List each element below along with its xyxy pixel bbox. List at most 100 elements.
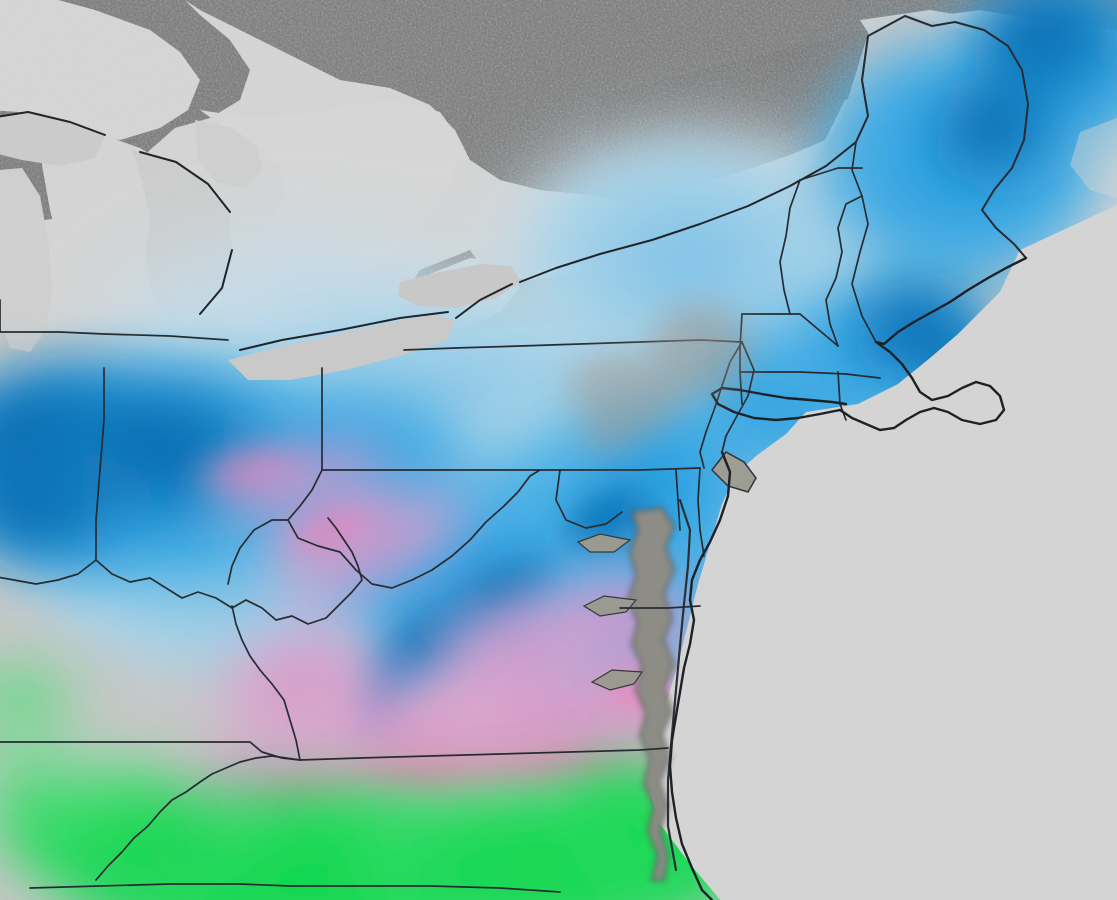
precip-rain-coastal xyxy=(560,755,680,845)
border-ohio-river xyxy=(95,517,363,625)
border-massachusetts-south xyxy=(739,371,881,379)
coastline-newjersey xyxy=(688,450,732,602)
georgian-bay xyxy=(195,120,262,188)
border-kentucky-tennessee xyxy=(0,741,301,761)
precip-wintry-mix xyxy=(430,658,690,782)
great-lakes xyxy=(0,112,520,380)
lake-ontario xyxy=(398,264,520,308)
border-tennessee-south xyxy=(29,883,291,889)
border-westvirginia-west xyxy=(227,519,289,585)
border-pennsylvania-newjersey xyxy=(699,341,743,469)
precip-light-snow xyxy=(180,300,680,560)
precip-freezing-rain xyxy=(272,504,388,556)
precip-rain xyxy=(0,650,90,750)
border-ohio-indiana xyxy=(95,367,105,561)
precip-moderate-snow xyxy=(680,320,920,480)
political-borders xyxy=(0,15,1029,893)
lake-huron xyxy=(132,150,232,318)
precip-freezing-rain xyxy=(300,748,560,802)
border-maine xyxy=(867,15,1029,259)
border-kentucky-east xyxy=(231,605,301,761)
coastline-maine xyxy=(874,256,1028,346)
precip-rain-pocket xyxy=(70,752,190,808)
atlantic-ocean-mask xyxy=(648,118,1117,900)
precip-rain xyxy=(40,775,600,900)
precip-rain xyxy=(0,770,250,890)
border-maryland-virginia xyxy=(555,469,623,529)
border-maryland-delaware xyxy=(697,467,705,557)
border-virginia-northcarolina xyxy=(299,747,669,761)
border-newyork-east xyxy=(739,313,743,405)
precip-wintry-mix xyxy=(280,669,580,791)
great-lakes-overlay xyxy=(0,168,520,380)
precip-heavy-snow-shenandoah xyxy=(352,662,418,738)
precip-light-snow xyxy=(20,440,480,680)
precip-wintry-mix xyxy=(422,586,618,694)
precip-heavy-snow xyxy=(65,383,305,527)
precip-heavy-snow xyxy=(980,0,1117,100)
precip-moderate-snow xyxy=(550,380,770,580)
precip-moderate-snow xyxy=(320,485,620,675)
border-delaware-maryland-east xyxy=(675,469,681,531)
precip-freezing-rain xyxy=(222,768,358,832)
border-maine-west xyxy=(851,35,877,343)
coastline-new-england xyxy=(838,340,1006,432)
precip-moderate-snow xyxy=(450,420,750,700)
lake-erie xyxy=(228,314,455,380)
precip-rain xyxy=(570,760,750,900)
precip-light-snow xyxy=(380,400,740,640)
border-newyork-pennsylvania xyxy=(403,339,743,351)
coastline-long-island xyxy=(710,386,848,422)
canada-landmass xyxy=(0,0,1117,332)
precip-wintry-mix xyxy=(164,734,336,846)
precip-heavy-snow xyxy=(940,75,1080,185)
precip-wintry-mix xyxy=(207,439,393,521)
border-maryland-south xyxy=(619,605,701,609)
terrain-shading-dry-slot xyxy=(563,304,750,454)
snow-cover-light-terrain xyxy=(0,0,1070,382)
precip-moderate-snow xyxy=(950,0,1117,160)
border-us-canada xyxy=(0,35,869,351)
precip-moderate-snow xyxy=(770,275,990,425)
border-indiana-kentucky xyxy=(0,559,97,585)
border-westvirginia xyxy=(287,469,541,589)
precip-very-light-snow xyxy=(240,270,800,530)
precip-heavy-snow xyxy=(0,365,205,535)
precip-heavy-snow xyxy=(0,450,155,570)
precip-moderate-snow xyxy=(180,385,480,555)
precip-light-snow xyxy=(525,145,855,375)
precip-freezing-rain xyxy=(600,664,680,716)
precip-heavy-snow xyxy=(920,337,1030,413)
border-michigan-south xyxy=(0,331,229,341)
precip-wintry-mix xyxy=(212,620,388,740)
coastline-carolina xyxy=(700,888,714,900)
precip-wintry-mix xyxy=(540,570,700,670)
border-tennessee-northcarolina xyxy=(95,755,301,881)
precip-freezing-rain xyxy=(195,453,305,487)
border-pennsylvania-south xyxy=(321,467,701,471)
precip-wintry-mix xyxy=(266,486,474,604)
precip-freezing-rain xyxy=(450,744,670,792)
border-new-hampshire xyxy=(825,195,863,347)
border-northcarolina-southcarolina xyxy=(289,885,561,893)
border-vermont-nh-north xyxy=(789,167,863,187)
precip-rain-pocket xyxy=(190,778,280,822)
precip-heavy-snow-shenandoah xyxy=(349,584,511,716)
lake-superior xyxy=(0,112,105,166)
coastlines xyxy=(668,256,1028,900)
border-vermont-west xyxy=(779,179,801,315)
lake-michigan xyxy=(0,168,52,352)
chesapeake-bay xyxy=(576,451,757,881)
precip-moderate-snow xyxy=(0,350,365,590)
precip-very-light-snow xyxy=(100,230,500,430)
precip-very-light-snow xyxy=(500,130,900,370)
precip-heavy-snow-shenandoah xyxy=(436,553,564,647)
precip-rain xyxy=(360,775,760,900)
border-newjersey xyxy=(721,341,755,453)
us-landmass xyxy=(0,14,1042,900)
